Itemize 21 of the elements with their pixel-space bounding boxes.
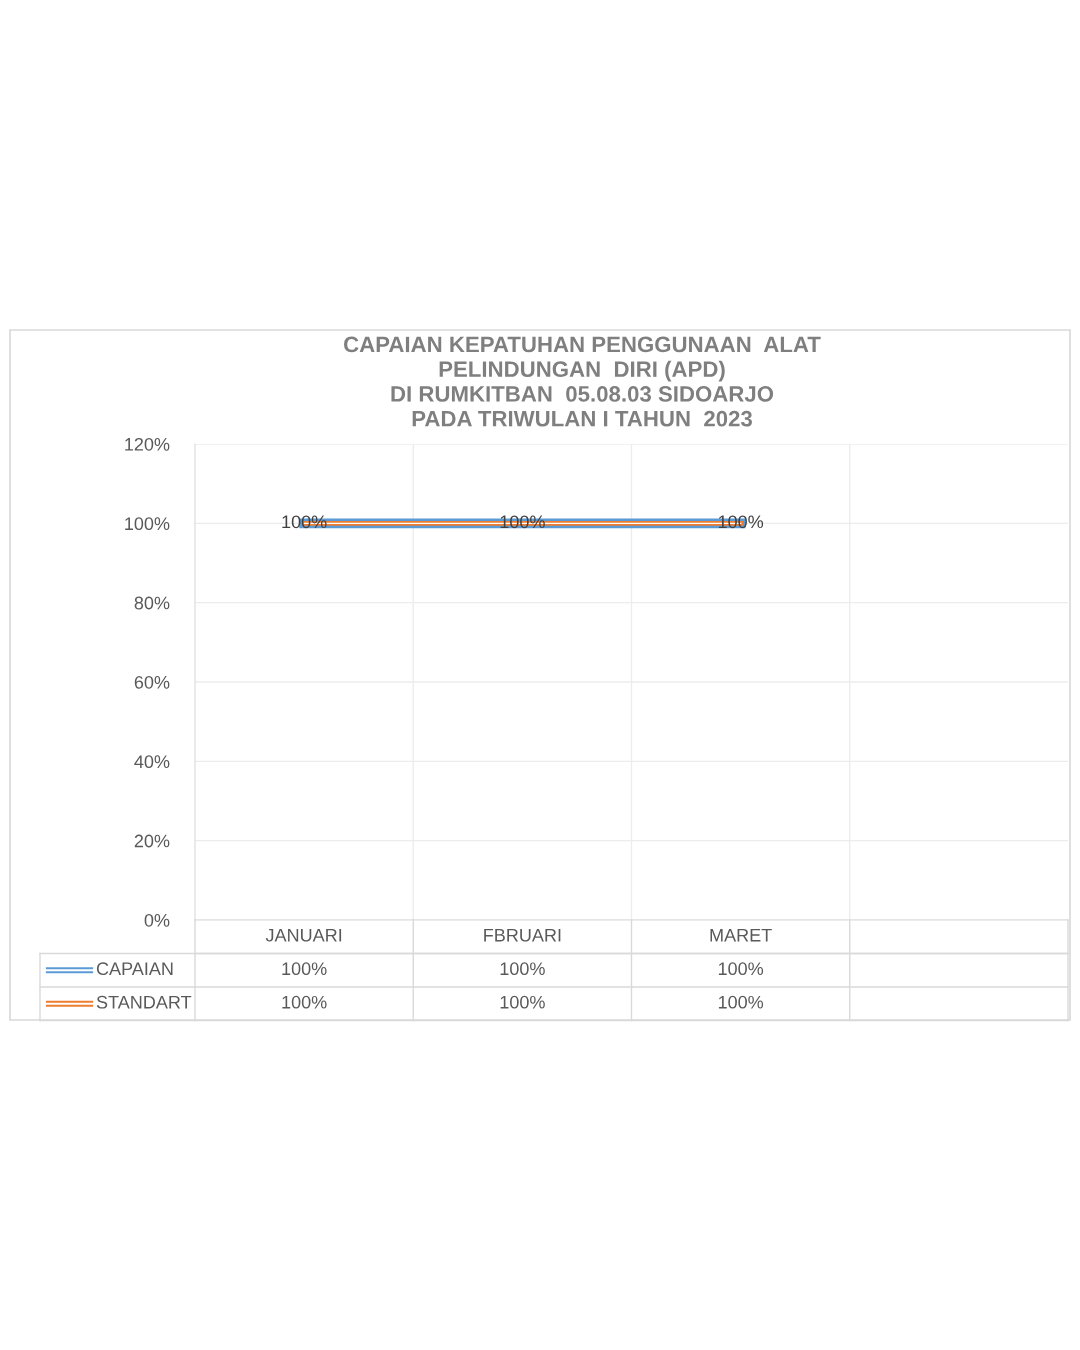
y-tick-label: 40%	[134, 755, 170, 769]
legend-label: CAPAIAN	[96, 962, 173, 976]
y-tick-label: 60%	[134, 675, 170, 689]
data-label: 100%	[500, 995, 545, 1009]
legend-label: STANDART	[96, 995, 192, 1009]
x-tick-label: FBRUARI	[484, 929, 561, 942]
y-tick-label: 120%	[125, 437, 170, 451]
data-label: 100%	[718, 995, 764, 1009]
text: 100%	[718, 515, 764, 529]
y-tick-label: 100%	[125, 517, 170, 531]
y-tick-label: 20%	[134, 834, 170, 848]
x-tick-label: JANUARI	[265, 929, 342, 942]
data-label: 100%	[282, 995, 327, 1009]
y-tick-label: 80%	[134, 596, 170, 610]
y-tick-label: 0%	[144, 913, 170, 927]
data-label: 100%	[282, 962, 327, 976]
data-label: 100%	[718, 962, 764, 976]
chart-title: CAPAIAN KEPATUHAN PENGGUNAAN ALAT PELINDUNGAN DIRI (APD) DI RUMKITBAN 05.08.03 SIDOARJO PADA TRIWULAN I TAHUN 2023	[344, 336, 821, 427]
data-label: 100%	[500, 962, 545, 976]
x-tick-label: MARET	[710, 929, 772, 942]
text: 100%	[282, 515, 327, 529]
